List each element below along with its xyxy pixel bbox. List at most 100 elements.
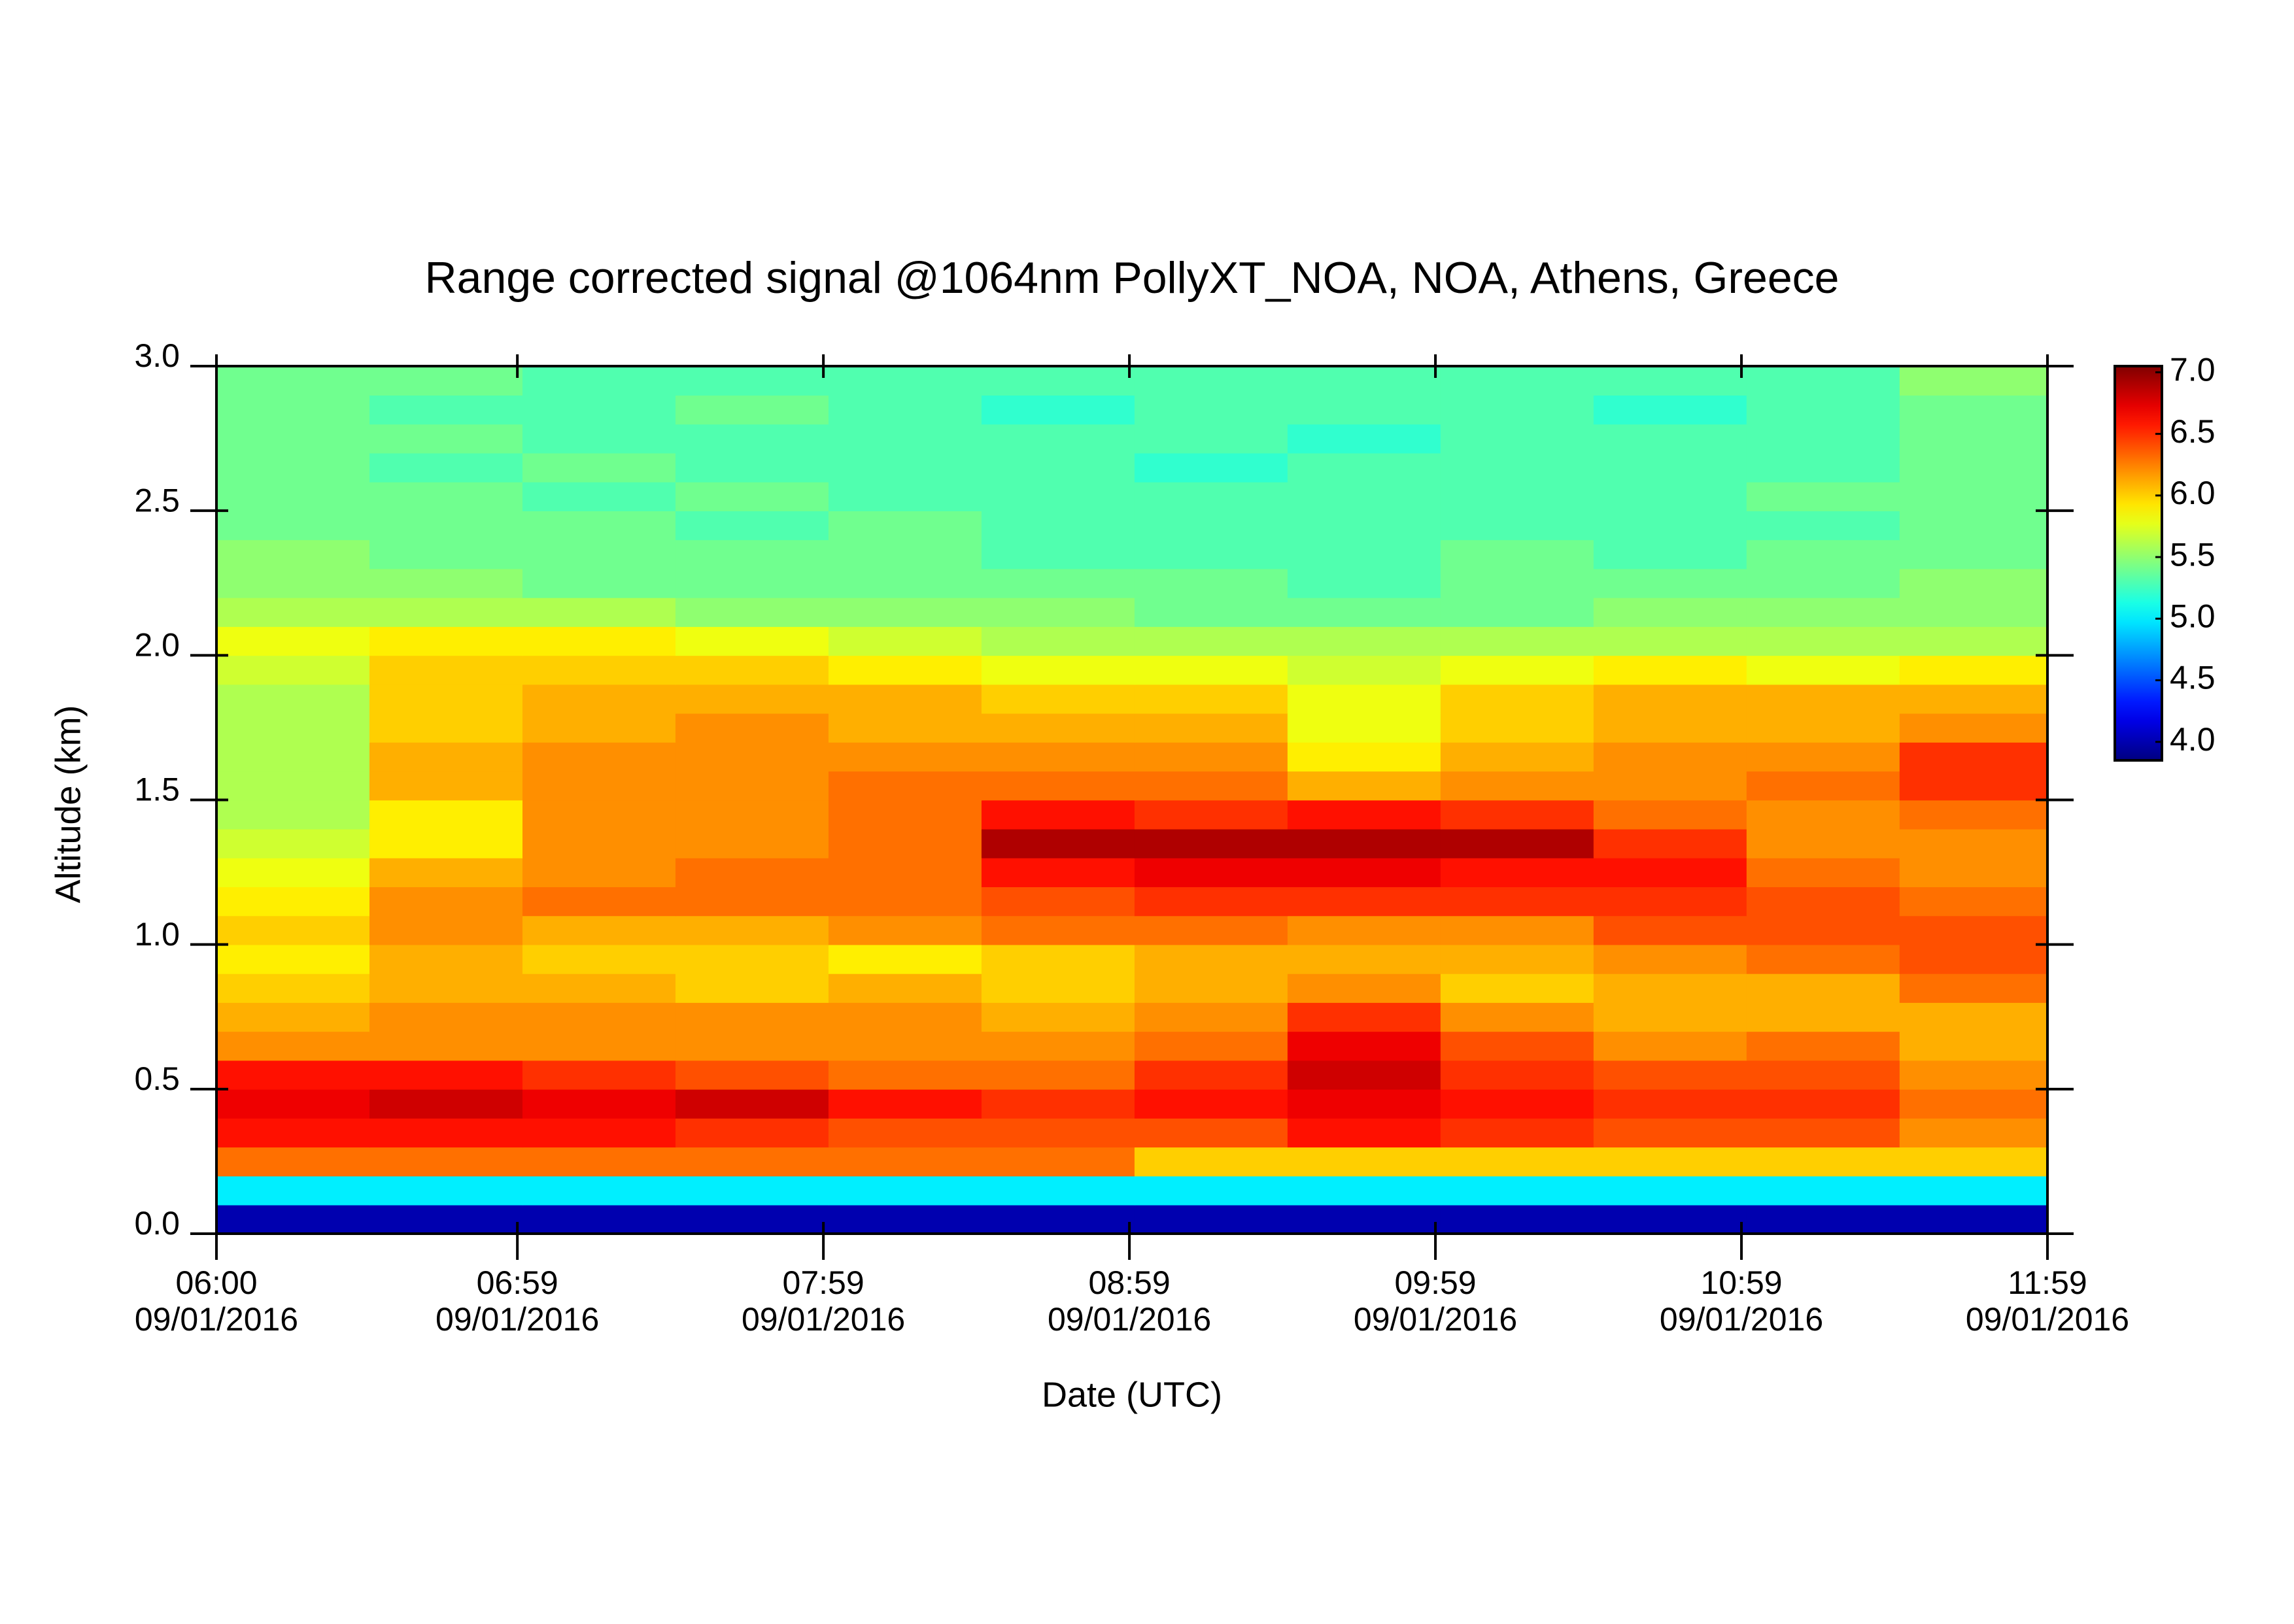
heatmap-cell	[1134, 1060, 1288, 1090]
heatmap-cell	[828, 1118, 982, 1148]
heatmap-cell	[216, 713, 370, 743]
x-tick-label: 06:59 09/01/2016	[436, 1264, 599, 1338]
heatmap-cell	[1593, 452, 1747, 482]
heatmap-cell	[1593, 915, 1747, 945]
heatmap-cell	[216, 944, 370, 974]
heatmap-cell	[369, 511, 523, 541]
heatmap-cell	[1287, 539, 1441, 569]
heatmap-cell	[1287, 800, 1441, 830]
heatmap-cell	[1287, 626, 1441, 656]
heatmap-cell	[216, 597, 370, 627]
heatmap-cell	[981, 857, 1135, 887]
x-tick-label: 09:59 09/01/2016	[1354, 1264, 1517, 1338]
heatmap-cell	[981, 742, 1135, 772]
heatmap-cell	[1746, 771, 1900, 801]
heatmap-cell	[1593, 655, 1747, 685]
heatmap-cell	[1899, 1204, 2047, 1234]
heatmap-cell	[1593, 481, 1747, 511]
heatmap-cell	[1746, 1089, 1900, 1119]
heatmap-cell	[1746, 395, 1900, 425]
heatmap-cell	[1899, 481, 2047, 511]
heatmap-cell	[1287, 1147, 1441, 1177]
heatmap-cell	[1593, 568, 1747, 598]
heatmap-cell	[369, 828, 523, 858]
heatmap-cell	[1899, 568, 2047, 598]
heatmap-cell	[522, 1089, 676, 1119]
heatmap-cell	[981, 713, 1135, 743]
y-tick-label: 0.0	[134, 1205, 180, 1242]
heatmap-cell	[522, 857, 676, 887]
heatmap-cell	[1287, 713, 1441, 743]
heatmap-cell	[369, 452, 523, 482]
y-axis-label: Altitude (km)	[48, 705, 88, 903]
heatmap-cell	[675, 684, 829, 714]
heatmap-cell	[828, 1176, 982, 1206]
heatmap-cell	[981, 1002, 1135, 1032]
heatmap-cell	[828, 1089, 982, 1119]
heatmap-cell	[1134, 1147, 1288, 1177]
x-tick-label-line: 09:59	[1394, 1264, 1476, 1301]
heatmap-cell	[1440, 1089, 1594, 1119]
heatmap-cell	[1746, 1060, 1900, 1090]
heatmap-cell	[1746, 944, 1900, 974]
heatmap-cell	[1746, 1147, 1900, 1177]
heatmap-cell	[1593, 539, 1747, 569]
heatmap-cell	[369, 1031, 523, 1061]
heatmap-cell	[675, 597, 829, 627]
heatmap-cell	[828, 395, 982, 425]
x-tick-label: 11:59 09/01/2016	[1966, 1264, 2129, 1338]
heatmap-cell	[1287, 684, 1441, 714]
heatmap-cell	[1287, 857, 1441, 887]
heatmap-cell	[216, 1089, 370, 1119]
heatmap-cell	[1287, 887, 1441, 917]
heatmap-cell	[675, 452, 829, 482]
heatmap-cell	[216, 1176, 370, 1206]
heatmap-cell	[828, 857, 982, 887]
heatmap-cell	[216, 626, 370, 656]
heatmap-cell	[522, 1002, 676, 1032]
y-tick-label: 2.5	[134, 482, 180, 518]
heatmap-cell	[675, 973, 829, 1003]
heatmap-cell	[1746, 626, 1900, 656]
heatmap-cell	[522, 1204, 676, 1234]
heatmap-cell	[522, 395, 676, 425]
heatmap-cell	[1593, 742, 1747, 772]
heatmap-cell	[1440, 713, 1594, 743]
heatmap-cell	[1899, 1118, 2047, 1148]
heatmap-cell	[216, 395, 370, 425]
heatmap-cell	[216, 1118, 370, 1148]
heatmap-cell	[828, 1060, 982, 1090]
heatmap-cell	[1440, 684, 1594, 714]
heatmap-cell	[828, 771, 982, 801]
heatmap-cell	[522, 771, 676, 801]
x-tick-label: 06:00 09/01/2016	[135, 1264, 298, 1338]
heatmap-cell	[1287, 944, 1441, 974]
heatmap-cell	[369, 366, 523, 396]
heatmap-cell	[1899, 655, 2047, 685]
heatmap-cell	[1134, 1204, 1288, 1234]
x-axis-label: Date (UTC)	[1042, 1375, 1222, 1414]
heatmap-cell	[1746, 452, 1900, 482]
x-tick-label-line: 11:59	[2008, 1264, 2087, 1301]
heatmap-cell	[828, 366, 982, 396]
heatmap-cell	[981, 828, 1135, 858]
heatmap-cell	[981, 1118, 1135, 1148]
heatmap-cell	[1440, 887, 1594, 917]
heatmap-cell	[1134, 626, 1288, 656]
heatmap-cell	[1440, 481, 1594, 511]
heatmap-cell	[1134, 887, 1288, 917]
heatmap-cell	[1593, 713, 1747, 743]
heatmap-cell	[1440, 1002, 1594, 1032]
heatmap-cell	[522, 828, 676, 858]
x-tick-label: 08:59 09/01/2016	[1048, 1264, 1211, 1338]
heatmap-cell	[1746, 713, 1900, 743]
heatmap-cell	[522, 1118, 676, 1148]
heatmap-cell	[1287, 1002, 1441, 1032]
heatmap-cell	[522, 1031, 676, 1061]
heatmap-cell	[1287, 1204, 1441, 1234]
heatmap-cell	[828, 742, 982, 772]
heatmap-cell	[1440, 1204, 1594, 1234]
heatmap-cell	[1440, 771, 1594, 801]
heatmap-cell	[1899, 915, 2047, 945]
